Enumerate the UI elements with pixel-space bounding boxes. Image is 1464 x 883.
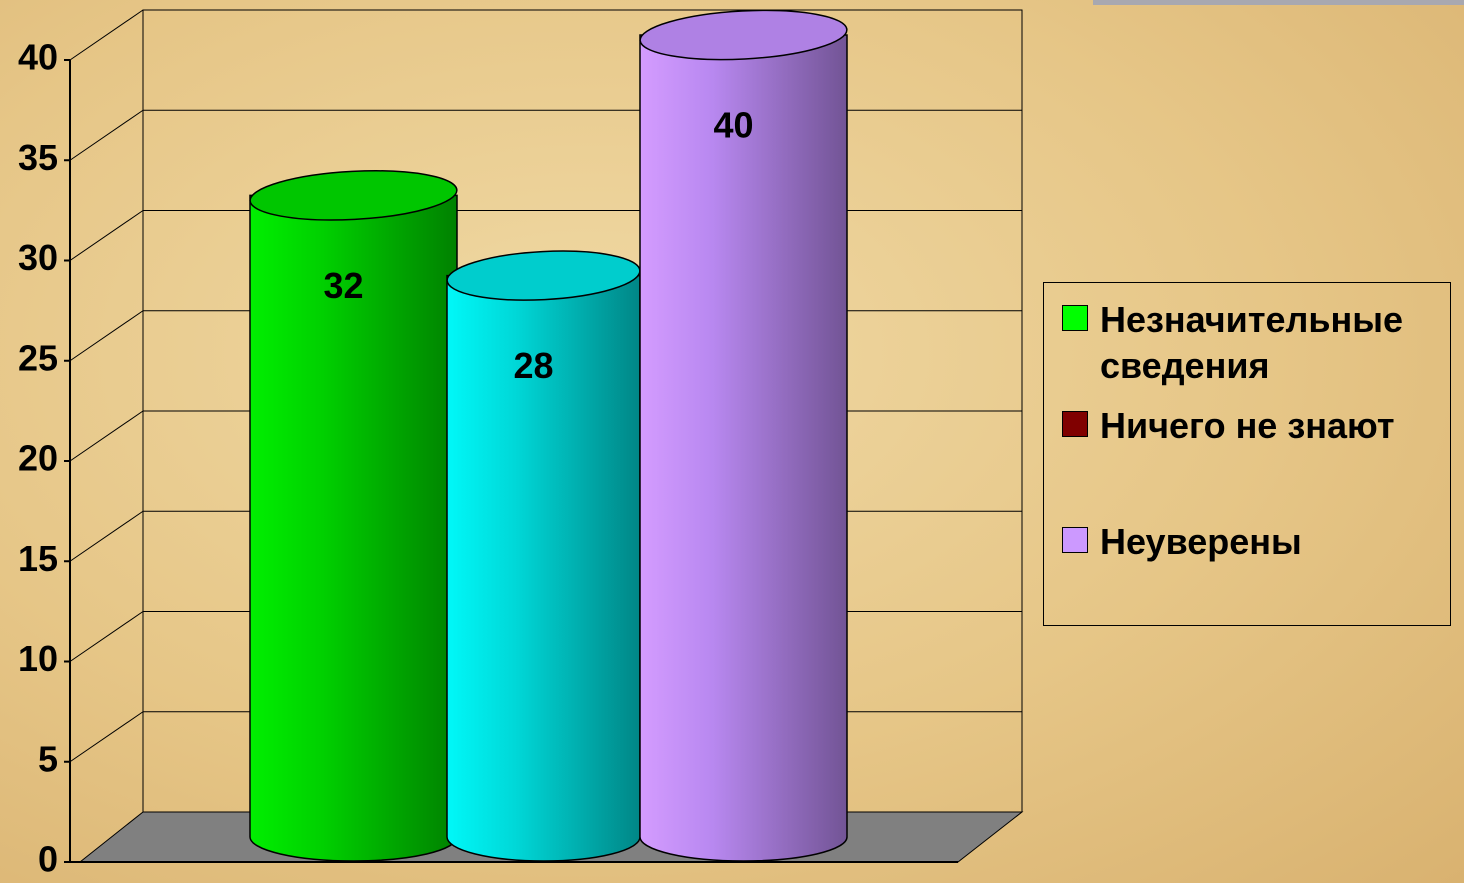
grid-line (69, 109, 144, 161)
legend: Незначительные сведения Ничего не знают Не… (1043, 282, 1451, 626)
legend-entry: Неуверены (1062, 519, 1450, 565)
top-strip (1093, 0, 1464, 5)
legend-swatch (1062, 527, 1088, 553)
data-label: 32 (323, 265, 363, 306)
grid-line (69, 510, 144, 562)
y-tick-label: 25 (18, 337, 58, 378)
y-tick-label: 15 (18, 538, 58, 579)
y-tick-label: 30 (18, 237, 58, 278)
bar (639, 9, 848, 862)
legend-entry: Ничего не знают (1062, 403, 1450, 449)
cylinder-body (446, 274, 641, 862)
legend-entry: Незначительные сведения (1062, 297, 1450, 389)
data-label: 40 (713, 105, 753, 146)
cylinder-top (249, 170, 458, 221)
y-tick-label: 0 (38, 839, 58, 880)
legend-swatch (1062, 305, 1088, 331)
legend-swatch (1062, 411, 1088, 437)
grid-line (69, 9, 144, 61)
cylinder-body (249, 194, 458, 862)
y-tick-label: 40 (18, 37, 58, 78)
y-tick-label: 20 (18, 438, 58, 479)
y-tick-label: 10 (18, 638, 58, 679)
bar (249, 170, 458, 862)
grid-line (69, 310, 144, 362)
legend-label: Незначительные сведения (1100, 299, 1403, 386)
grid-line (69, 711, 144, 763)
cylinder-body (639, 34, 848, 862)
grid-line (69, 410, 144, 462)
data-label: 28 (513, 345, 553, 386)
grid-line (69, 611, 144, 662)
legend-label: Ничего не знают (1100, 405, 1395, 446)
grid-line (69, 210, 144, 261)
bar (446, 250, 641, 862)
legend-label: Неуверены (1100, 521, 1302, 562)
y-tick-label: 35 (18, 137, 58, 178)
y-tick-label: 5 (38, 738, 58, 779)
cylinder-top (639, 9, 848, 61)
